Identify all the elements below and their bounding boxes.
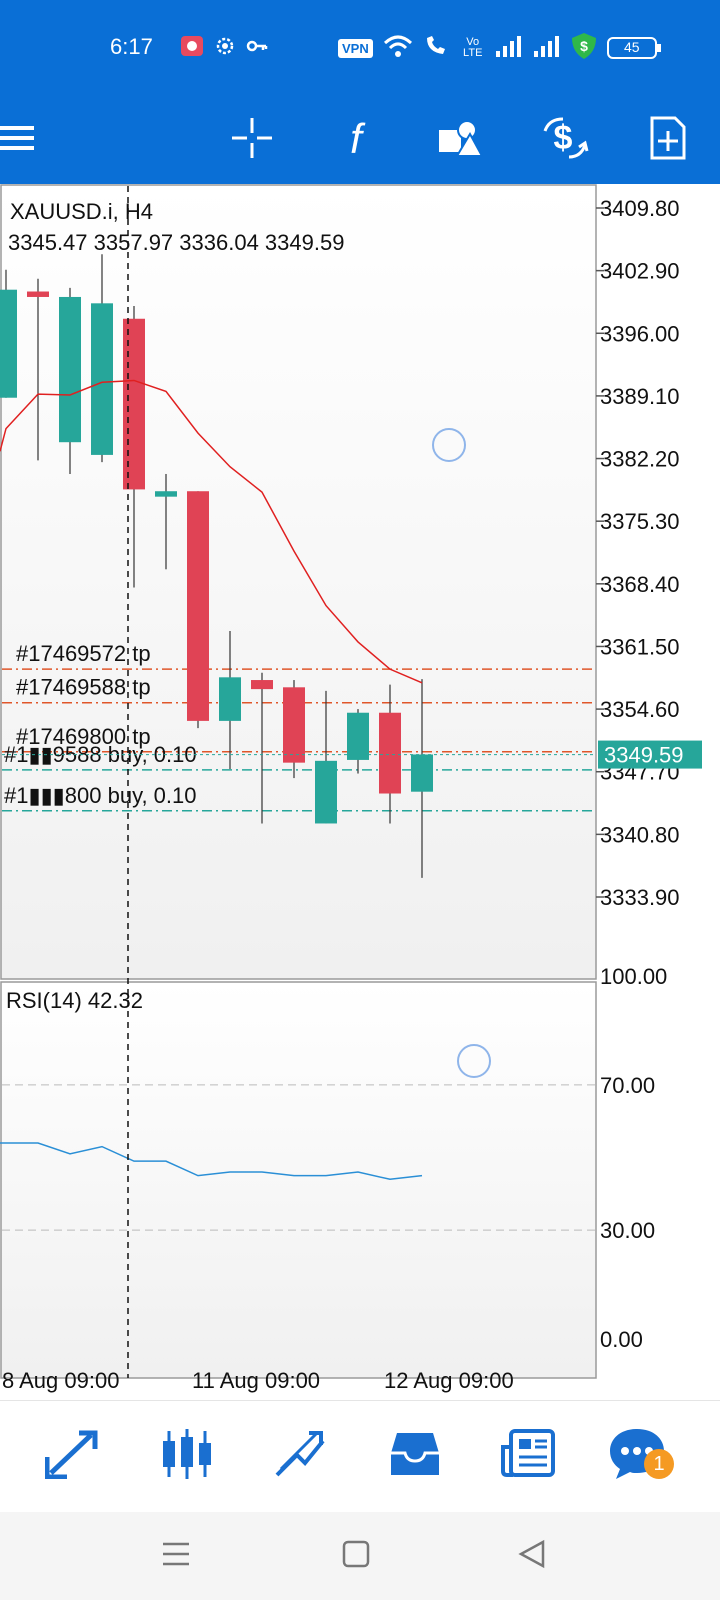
price-tick-label: 3375.30 (600, 509, 680, 534)
price-tick-label: 3389.10 (600, 384, 680, 409)
price-tick-label: 3361.50 (600, 634, 680, 659)
order-label: #17469588 tp (16, 675, 151, 700)
current-price-label: 3349.59 (604, 743, 684, 768)
svg-text:$: $ (554, 119, 573, 157)
moving-average-line (0, 379, 423, 684)
status-bar: 6:17 VPN Vo LTE $ 45 (0, 0, 720, 96)
nav-trade[interactable] (266, 1421, 336, 1491)
price-tick-label: 3354.60 (600, 697, 680, 722)
back-icon (517, 1539, 547, 1574)
order-label: #1▮▮▮800 buy, 0.10 (4, 783, 197, 808)
rsi-level-label: 100.00 (600, 964, 667, 989)
svg-text:f: f (350, 115, 366, 161)
candle-body (0, 289, 17, 398)
messages-badge: 1 (644, 1449, 674, 1479)
back-button[interactable] (508, 1532, 556, 1580)
key-icon (246, 35, 268, 62)
messages-icon: 1 (608, 1427, 674, 1485)
system-navigation-bar (0, 1512, 720, 1600)
chart-area[interactable]: 3409.80 3402.90 3396.00 3389.10 3382.20 3375.… (0, 184, 720, 1400)
objects-icon (437, 118, 484, 163)
bottom-navigation: 1 (0, 1400, 720, 1513)
trade-button[interactable]: $ (534, 110, 594, 170)
time-axis-label: 8 Aug 09:00 (2, 1368, 119, 1393)
top-toolbar: f $ (0, 96, 720, 184)
rsi-level-label: 70.00 (600, 1073, 655, 1098)
candle-body (27, 291, 49, 297)
candle-body (123, 318, 145, 490)
current-price-badge (598, 740, 702, 769)
candle-body (379, 712, 401, 794)
rsi-level-label: 0.00 (600, 1327, 643, 1352)
candle-body (283, 687, 305, 763)
order-label: #17469572 tp (16, 641, 151, 666)
signal-icon (533, 35, 561, 62)
candle-body (251, 680, 273, 690)
new-order-button[interactable] (638, 110, 698, 170)
chart-symbol-label: XAUUSD.i, H4 (10, 199, 153, 224)
chart-ohlc-label: 3345.47 3357.97 3336.04 3349.59 (8, 230, 344, 255)
home-button[interactable] (332, 1532, 380, 1580)
battery-icon: 45 (606, 36, 663, 60)
nav-chart[interactable] (152, 1421, 222, 1491)
rsi-label: RSI(14) 42.32 (6, 988, 143, 1013)
vpn-icon: VPN (338, 38, 373, 58)
screen-record-icon (180, 35, 204, 62)
rsi-frame (0, 981, 597, 1379)
crosshair-button[interactable] (222, 110, 282, 170)
home-icon (341, 1539, 371, 1574)
candle-body (315, 760, 337, 824)
vpn-shield-icon: $ (571, 32, 597, 65)
nav-news[interactable] (494, 1421, 564, 1491)
candle-body (59, 296, 81, 443)
price-tick-label: 3333.90 (600, 885, 680, 910)
wifi-icon (383, 34, 413, 63)
price-tick-label: 3402.90 (600, 259, 680, 284)
time-axis-label: 11 Aug 09:00 (192, 1368, 320, 1393)
candle-body (155, 491, 177, 497)
menu-icon (0, 123, 34, 158)
status-time: 6:17 (110, 34, 153, 59)
touch-indicator (457, 1044, 491, 1078)
price-tick-label: 3409.80 (600, 196, 680, 221)
objects-button[interactable] (430, 110, 490, 170)
recent-apps-button[interactable] (152, 1532, 200, 1580)
price-tick-label: 3396.00 (600, 321, 680, 346)
battery-level: 45 (623, 39, 640, 55)
trade-icon (273, 1429, 329, 1484)
candle-body (187, 491, 209, 721)
volte-icon: Vo LTE (463, 36, 483, 59)
candle-body (91, 303, 113, 455)
signal-icon (495, 35, 523, 62)
new-order-icon (649, 115, 687, 166)
chart-icon (159, 1428, 215, 1484)
candle-body (219, 677, 241, 721)
indicators-icon: f (338, 115, 374, 166)
nav-history[interactable] (380, 1421, 450, 1491)
history-icon (387, 1429, 443, 1484)
rsi-level-label: 30.00 (600, 1218, 655, 1243)
price-tick-label: 3382.20 (600, 447, 680, 472)
trade-icon: $ (539, 115, 589, 166)
menu-button[interactable] (0, 110, 46, 170)
price-tick-label: 3368.40 (600, 572, 680, 597)
chart-canvas[interactable]: 3409.80 3402.90 3396.00 3389.10 3382.20 3375.… (0, 184, 720, 1400)
nav-quotes[interactable] (38, 1421, 108, 1491)
touch-indicator (432, 428, 466, 462)
settings-icon (214, 35, 236, 62)
indicators-button[interactable]: f (326, 110, 386, 170)
quotes-icon (44, 1429, 101, 1484)
nav-messages[interactable]: 1 (604, 1421, 674, 1491)
svg-text:$: $ (580, 38, 588, 54)
candle-body (411, 754, 433, 792)
main-chart-frame (0, 184, 597, 980)
call-icon (423, 34, 451, 63)
price-tick-label: 3340.80 (600, 822, 680, 847)
rsi-line (0, 1142, 423, 1181)
news-icon (501, 1428, 557, 1484)
crosshair-icon (230, 116, 274, 165)
candle-body (347, 712, 369, 760)
recent-apps-icon (161, 1541, 191, 1572)
time-axis-label: 12 Aug 09:00 (384, 1368, 514, 1393)
